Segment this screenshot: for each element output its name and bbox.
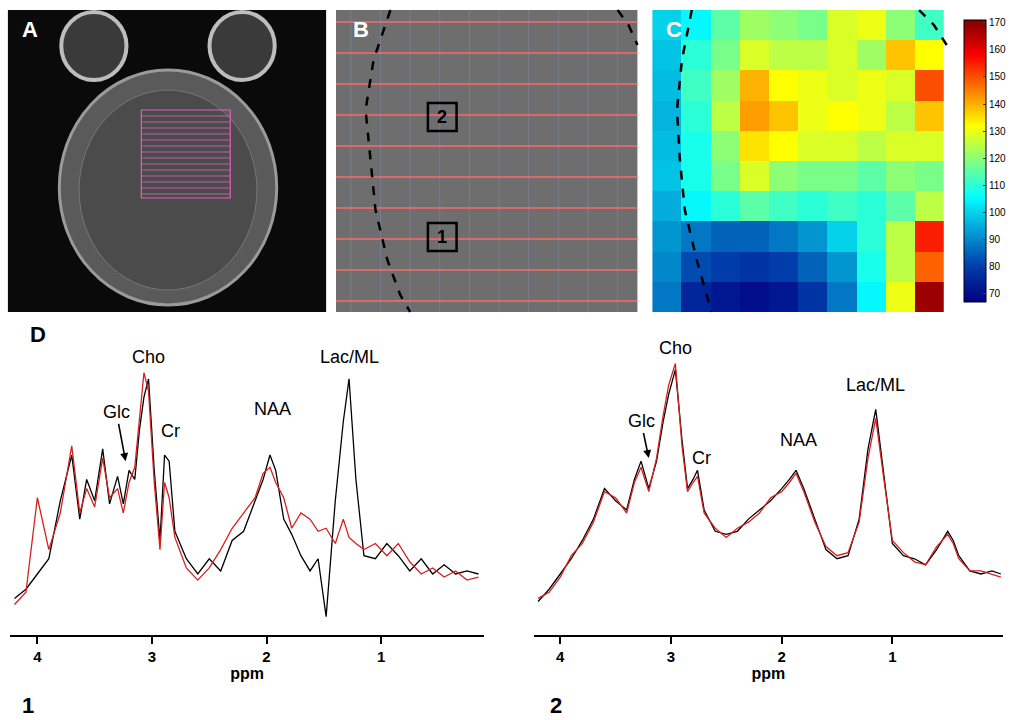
svg-text:NAA: NAA xyxy=(254,399,291,419)
svg-text:150: 150 xyxy=(989,71,1006,82)
svg-text:2: 2 xyxy=(262,648,270,665)
svg-text:Cho: Cho xyxy=(659,338,692,358)
svg-text:C: C xyxy=(666,17,682,42)
svg-text:140: 140 xyxy=(989,99,1006,110)
svg-text:2: 2 xyxy=(550,693,562,718)
svg-text:160: 160 xyxy=(989,44,1006,55)
svg-text:3: 3 xyxy=(667,648,675,665)
svg-text:2: 2 xyxy=(777,648,785,665)
svg-text:Cr: Cr xyxy=(692,448,711,468)
svg-text:90: 90 xyxy=(989,234,1001,245)
svg-text:1: 1 xyxy=(888,648,896,665)
svg-text:170: 170 xyxy=(989,17,1006,28)
svg-text:2: 2 xyxy=(437,107,447,127)
svg-text:Cr: Cr xyxy=(161,421,180,441)
svg-text:4: 4 xyxy=(33,648,42,665)
svg-text:ppm: ppm xyxy=(751,665,785,682)
svg-text:Lac/ML: Lac/ML xyxy=(320,347,379,367)
svg-text:B: B xyxy=(353,17,369,42)
svg-text:Lac/ML: Lac/ML xyxy=(846,375,905,395)
svg-text:1: 1 xyxy=(377,648,385,665)
svg-text:120: 120 xyxy=(989,153,1006,164)
svg-text:Glc: Glc xyxy=(103,402,130,422)
svg-text:130: 130 xyxy=(989,126,1006,137)
svg-text:4: 4 xyxy=(556,648,565,665)
svg-text:ppm: ppm xyxy=(230,665,264,682)
svg-text:100: 100 xyxy=(989,207,1006,218)
svg-text:3: 3 xyxy=(148,648,156,665)
svg-text:1: 1 xyxy=(22,693,34,718)
svg-text:1: 1 xyxy=(437,227,447,247)
svg-text:NAA: NAA xyxy=(780,430,817,450)
svg-text:D: D xyxy=(30,322,46,347)
svg-text:70: 70 xyxy=(989,288,1001,299)
svg-text:Cho: Cho xyxy=(132,347,165,367)
svg-text:A: A xyxy=(22,17,38,42)
svg-text:Glc: Glc xyxy=(628,411,655,431)
svg-text:110: 110 xyxy=(989,180,1005,191)
svg-text:80: 80 xyxy=(989,261,1001,272)
